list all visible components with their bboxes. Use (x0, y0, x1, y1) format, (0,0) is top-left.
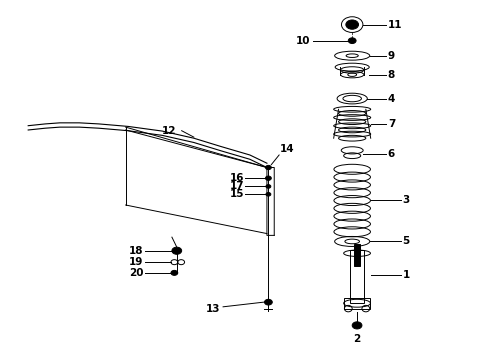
Text: 11: 11 (388, 19, 402, 30)
Text: 19: 19 (129, 257, 144, 267)
Circle shape (346, 20, 359, 29)
Text: 20: 20 (129, 268, 144, 278)
Text: 3: 3 (402, 195, 410, 204)
Text: 9: 9 (388, 51, 395, 61)
Text: 2: 2 (353, 334, 361, 343)
Text: 15: 15 (229, 189, 244, 199)
Circle shape (265, 299, 272, 305)
Circle shape (171, 270, 178, 275)
Circle shape (172, 247, 182, 254)
Text: 13: 13 (206, 303, 220, 314)
Text: 1: 1 (402, 270, 410, 280)
Circle shape (266, 165, 271, 170)
Circle shape (266, 193, 271, 196)
Bar (354, 244, 361, 266)
Text: 10: 10 (296, 36, 311, 46)
Circle shape (266, 185, 271, 188)
Text: 18: 18 (129, 246, 144, 256)
Text: 4: 4 (388, 94, 395, 104)
Bar (344, 298, 370, 309)
Text: 6: 6 (388, 149, 395, 159)
Circle shape (266, 176, 271, 180)
Text: 5: 5 (402, 237, 410, 247)
Circle shape (348, 38, 356, 44)
Text: 16: 16 (229, 173, 244, 183)
Circle shape (352, 322, 362, 329)
Text: 12: 12 (162, 126, 177, 136)
Text: 7: 7 (388, 119, 395, 129)
Text: 14: 14 (280, 144, 294, 154)
Text: 8: 8 (388, 69, 395, 80)
Bar (350, 249, 365, 303)
Text: 17: 17 (229, 181, 244, 192)
